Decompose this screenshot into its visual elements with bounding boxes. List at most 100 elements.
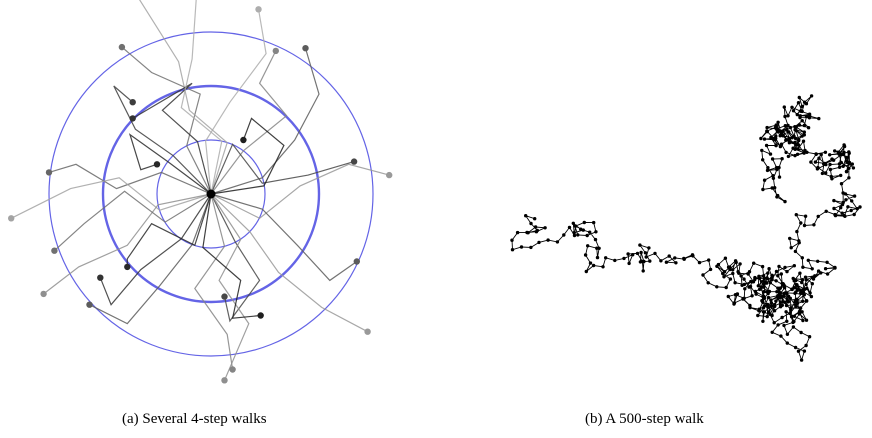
walk-vertex-51 [804, 114, 809, 119]
walk-vertex-174 [839, 206, 843, 210]
walk-vertex-256 [785, 341, 789, 345]
walk-vertex-97 [779, 142, 784, 146]
walk-vertex-498 [529, 221, 533, 226]
walk-vertex-426 [715, 285, 719, 289]
walk-path-22 [210, 117, 285, 195]
walk-vertex-455 [631, 253, 635, 257]
walk-vertex-401 [747, 285, 751, 289]
walk-vertex-441 [653, 251, 657, 256]
walk-vertex-57 [788, 125, 793, 130]
walk-vertex-179 [855, 207, 859, 211]
walk-vertex-46 [809, 94, 814, 98]
walk-vertex-392 [743, 287, 747, 291]
walk-vertex-194 [797, 241, 801, 245]
walk-vertex-407 [731, 271, 735, 276]
walk-vertex-83 [773, 125, 778, 130]
walk-vertex-408 [733, 281, 737, 285]
walk-vertex-135 [837, 165, 842, 169]
walk-vertex-496 [526, 231, 530, 235]
walk-vertex-201 [825, 260, 829, 264]
walk-vertex-103 [796, 143, 801, 147]
walk-vertex-161 [847, 176, 851, 180]
walk-vertex-260 [796, 349, 801, 353]
walk-vertex-338 [770, 278, 774, 282]
walk-vertex-469 [588, 230, 592, 234]
walk-vertex-204 [833, 266, 837, 270]
walk-vertex-423 [721, 271, 725, 276]
walk-path-7 [132, 82, 212, 195]
walk-endpoint-1 [255, 6, 262, 13]
walk-vertex-297 [769, 304, 774, 308]
walk-vertex-33 [786, 114, 790, 118]
walk-endpoint-10 [45, 169, 53, 176]
walk-vertex-44 [800, 109, 804, 114]
walk-vertex-472 [572, 231, 576, 235]
walk-endpoint-6 [272, 47, 279, 55]
walk-vertex-339 [761, 282, 766, 286]
walk-vertex-177 [843, 192, 848, 196]
walk-vertex-16 [766, 166, 770, 170]
walk-vertex-414 [731, 268, 735, 272]
walk-vertex-375 [761, 306, 766, 310]
walk-vertex-108 [786, 154, 791, 159]
walk-vertex-155 [842, 144, 847, 149]
walk-vertex-181 [842, 213, 847, 218]
walk-endpoint-11 [8, 215, 15, 222]
walk-vertex-193 [789, 246, 793, 250]
walk-endpoint-19 [40, 290, 47, 298]
walk-vertex-393 [749, 279, 753, 284]
walk-vertex-69 [779, 131, 784, 135]
walk-vertex-222 [795, 288, 800, 292]
walk-vertex-468 [593, 237, 598, 242]
walk-vertex-364 [800, 310, 804, 314]
walk-vertex-200 [816, 259, 820, 263]
walk-vertex-18 [760, 148, 764, 153]
walk-endpoint-14 [97, 274, 104, 281]
walk-vertex-328 [779, 272, 783, 276]
walk-vertex-306 [776, 286, 780, 290]
walk-path-21 [210, 193, 250, 381]
walk-vertex-211 [808, 291, 812, 295]
walk-vertex-390 [733, 293, 738, 297]
walk-vertex-372 [772, 302, 777, 307]
walk-endpoint-9 [350, 158, 358, 165]
walk-vertex-215 [804, 278, 808, 282]
walk-vertex-199 [806, 258, 810, 262]
walk-vertex-110 [805, 150, 809, 154]
walk-vertex-413 [738, 262, 742, 266]
walk-vertex-55 [806, 126, 811, 130]
walk-vertex-255 [779, 334, 783, 338]
walk-vertex-475 [576, 233, 580, 237]
walk-vertex-473 [581, 228, 585, 232]
walk-vertex-318 [756, 284, 760, 288]
walk-vertex-153 [847, 150, 851, 154]
long-walk-diagram [510, 94, 862, 362]
walk-vertex-422 [728, 265, 732, 269]
walk-vertex-185 [812, 223, 816, 227]
walk-path-8 [210, 163, 390, 220]
walk-vertex-355 [781, 300, 785, 304]
walk-vertex-313 [767, 267, 771, 271]
walk-vertex-2 [780, 157, 784, 161]
walk-vertex-353 [774, 299, 778, 303]
walk-vertex-40 [807, 116, 812, 120]
walk-vertex-406 [722, 275, 726, 279]
walk-vertex-458 [604, 256, 608, 260]
walk-vertex-291 [772, 309, 777, 313]
walk-vertex-454 [627, 261, 631, 266]
walk-vertex-187 [803, 214, 808, 218]
walk-vertex-114 [809, 160, 813, 164]
walk-vertex-417 [723, 256, 728, 260]
walk-vertex-464 [586, 244, 590, 248]
walk-endpoints [8, 6, 393, 384]
walk-vertex-410 [751, 280, 756, 284]
walk-vertex-479 [582, 220, 586, 225]
walk-vertex-395 [739, 274, 743, 278]
walk-vertex-13 [761, 187, 765, 192]
walk-vertex-482 [567, 225, 572, 230]
walk-vertex-162 [839, 182, 844, 186]
walk-vertex-99 [785, 128, 789, 132]
walk-endpoint-13 [221, 293, 228, 300]
walk-vertex-63 [793, 140, 797, 145]
walk-vertex-48 [797, 95, 801, 100]
